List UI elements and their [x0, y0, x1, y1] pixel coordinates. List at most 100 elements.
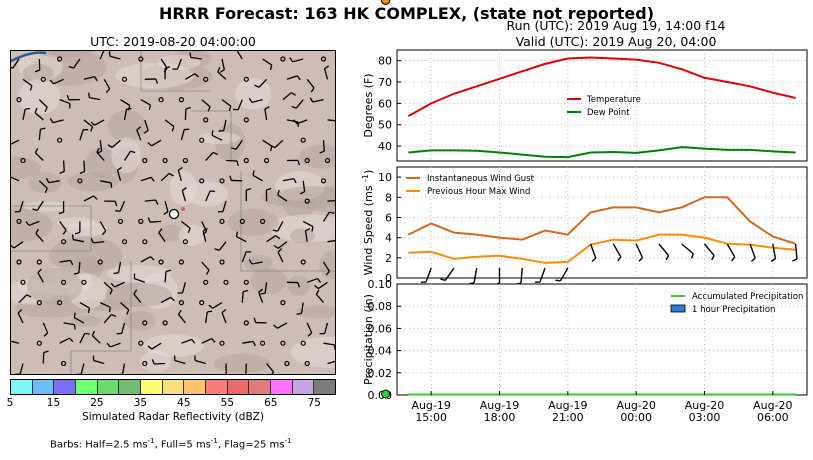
wind-barb — [318, 281, 328, 290]
wind-barb — [83, 75, 95, 80]
wind-barb-flag — [90, 238, 94, 244]
colorbar-swatch — [53, 380, 76, 394]
wind-barb — [282, 92, 292, 101]
wind-barb — [221, 99, 232, 107]
wind-barb — [48, 180, 60, 184]
wind-barb — [205, 151, 214, 161]
y-tick-label: 6 — [385, 211, 392, 224]
wind-barb — [114, 281, 125, 288]
wind-barb — [59, 259, 71, 263]
wind-barb — [22, 78, 33, 87]
wind-barb — [306, 277, 318, 283]
calm-wind-marker — [36, 300, 42, 306]
wind-barb — [140, 99, 151, 106]
terrain-shade — [85, 147, 119, 179]
wind-barb-flag — [26, 294, 32, 298]
calm-wind-marker — [182, 157, 188, 164]
x-tick-label-time: 21:00 — [552, 411, 584, 424]
colorbar-swatch — [161, 380, 184, 394]
y-tick-label: 60 — [378, 97, 392, 110]
wind-barb-flag — [110, 182, 113, 188]
wind-barb-flag — [252, 170, 255, 176]
colorbar-tick-label: 15 — [46, 397, 61, 409]
calm-wind-marker — [56, 137, 63, 143]
wind-barb-flag — [273, 244, 279, 249]
wind-barb — [201, 99, 211, 108]
terrain-shade — [105, 282, 173, 307]
calm-wind-marker — [60, 279, 67, 285]
wind-barb — [190, 56, 202, 60]
calm-wind-marker — [77, 178, 83, 184]
terrain-shade — [157, 54, 201, 71]
y-tick-label: 50 — [378, 119, 392, 132]
wind-barb — [96, 151, 105, 161]
y-axis-label: Precipitation (in) — [362, 294, 375, 385]
y-tick-label: 4 — [385, 232, 392, 245]
calm-wind-marker — [36, 259, 42, 265]
wind-barb-flag — [260, 292, 266, 295]
barbs-note: Barbs: Half=2.5 ms-1, Full=5 ms-1, Flag=… — [50, 437, 291, 450]
wind-barb-flag — [293, 178, 297, 184]
wind-barb-flag — [185, 106, 191, 110]
wind-barb — [251, 98, 263, 103]
wind-barb-flag — [149, 256, 155, 261]
wind-barb — [221, 58, 226, 70]
wind-barb-flag — [297, 282, 300, 288]
wind-barb — [235, 139, 243, 150]
wind-barb — [12, 58, 20, 69]
radar-map — [10, 50, 336, 375]
wind-barb-flag — [187, 227, 191, 234]
wind-barb — [17, 312, 24, 324]
y-tick-label: 8 — [385, 191, 392, 204]
county-border — [191, 110, 232, 161]
wind-barb-flag — [143, 129, 149, 134]
wind-barb — [62, 160, 65, 172]
wind-barb — [444, 267, 455, 281]
wind-barb-flag — [277, 248, 283, 253]
wind-barb-flag — [44, 188, 48, 194]
calm-wind-marker — [280, 300, 286, 306]
wind-barb-flag — [191, 338, 196, 344]
wind-barb-flag — [147, 142, 153, 147]
wind-barb-flag — [107, 144, 113, 148]
colorbar-tick-label: 55 — [220, 397, 235, 409]
wind-barb-flag — [58, 211, 64, 215]
wind-barb — [277, 194, 288, 202]
wind-barb-flag — [271, 371, 275, 374]
wind-barb-flag — [105, 88, 111, 93]
wind-barb-flag — [40, 127, 46, 130]
wind-barb — [121, 363, 126, 374]
wind-barb — [116, 170, 122, 181]
wind-barb — [306, 322, 313, 334]
legend-label: Instantaneous Wind Gust — [427, 174, 535, 184]
wind-barb-flag — [88, 92, 91, 98]
wind-barb-flag — [591, 257, 597, 262]
wind-barb-flag — [638, 257, 644, 262]
wind-barb — [205, 190, 211, 202]
wind-barb-flag — [71, 234, 74, 240]
wind-barb — [151, 342, 162, 350]
x-tick-label-date: Aug-19 — [411, 399, 450, 412]
wind-barb-flag — [73, 272, 80, 275]
terrain-shade — [235, 78, 272, 110]
y-axis-label: Wind Speed (ms -1) — [361, 170, 375, 276]
calm-wind-marker — [178, 300, 184, 306]
county-border — [70, 261, 132, 374]
terrain-shade — [213, 353, 271, 374]
calm-wind-marker — [264, 157, 270, 164]
calm-wind-marker — [324, 157, 331, 164]
wind-barb-flag — [254, 84, 260, 88]
wind-barb — [258, 78, 268, 88]
calm-wind-marker — [142, 239, 148, 245]
county-border — [240, 171, 335, 272]
wind-barb — [323, 342, 335, 346]
wind-barb-flag — [208, 304, 214, 309]
wind-barb — [277, 241, 288, 249]
terrain-shade — [22, 63, 54, 83]
wind-barb-flag — [110, 282, 116, 288]
current-value-marker — [381, 389, 391, 399]
wind-barb-flag — [317, 278, 322, 283]
wind-barb — [140, 256, 151, 263]
wind-barb — [539, 267, 546, 283]
calm-wind-marker — [219, 178, 225, 184]
